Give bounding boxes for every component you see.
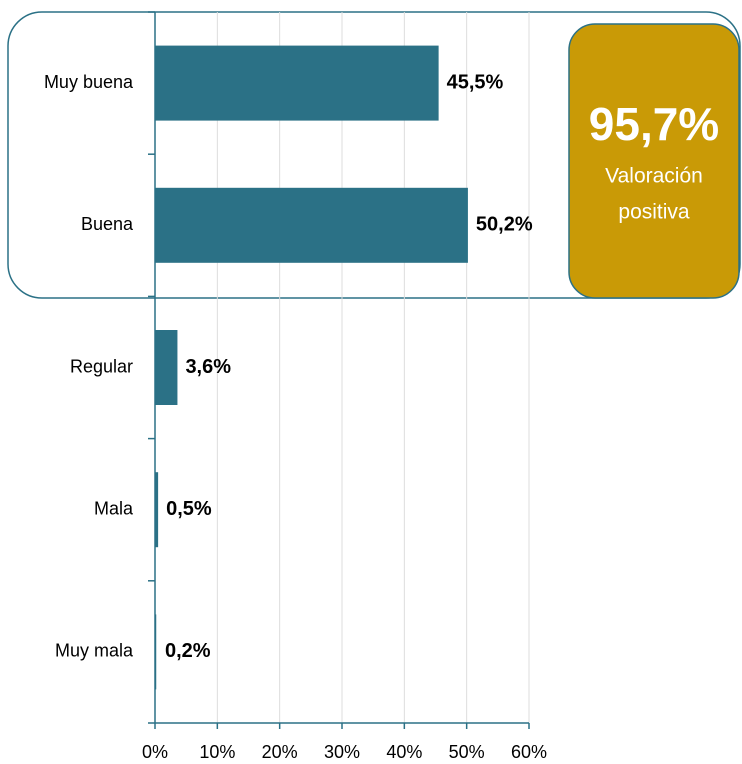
x-tick-label: 0% xyxy=(142,742,168,762)
bar xyxy=(155,330,178,405)
y-tick-label: Buena xyxy=(81,214,134,234)
x-tick-label: 20% xyxy=(262,742,298,762)
bar xyxy=(155,472,159,548)
callout-text: positiva xyxy=(618,201,690,224)
callout: 95,7% Valoración positiva xyxy=(568,23,740,299)
data-label: 0,2% xyxy=(165,640,211,662)
y-tick-label: Mala xyxy=(94,498,134,518)
x-tick-label: 40% xyxy=(386,742,422,762)
callout-value: 95,7% xyxy=(589,98,719,150)
x-tick-label: 30% xyxy=(324,742,360,762)
data-label: 45,5% xyxy=(447,71,504,93)
callout-text: Valoración xyxy=(605,165,703,188)
highlight-frame xyxy=(7,11,741,299)
callout-box xyxy=(568,23,740,299)
data-label: 50,2% xyxy=(476,214,533,236)
y-tick-label: Regular xyxy=(70,356,133,376)
data-label: 0,5% xyxy=(166,498,212,520)
x-tick-label: 50% xyxy=(449,742,485,762)
y-tick-label: Muy mala xyxy=(55,641,134,661)
x-tick-label: 60% xyxy=(511,742,547,762)
data-label: 3,6% xyxy=(185,356,231,378)
bar xyxy=(155,45,439,121)
x-tick-label: 10% xyxy=(199,742,235,762)
bar xyxy=(155,187,468,263)
y-tick-label: Muy buena xyxy=(44,72,134,92)
